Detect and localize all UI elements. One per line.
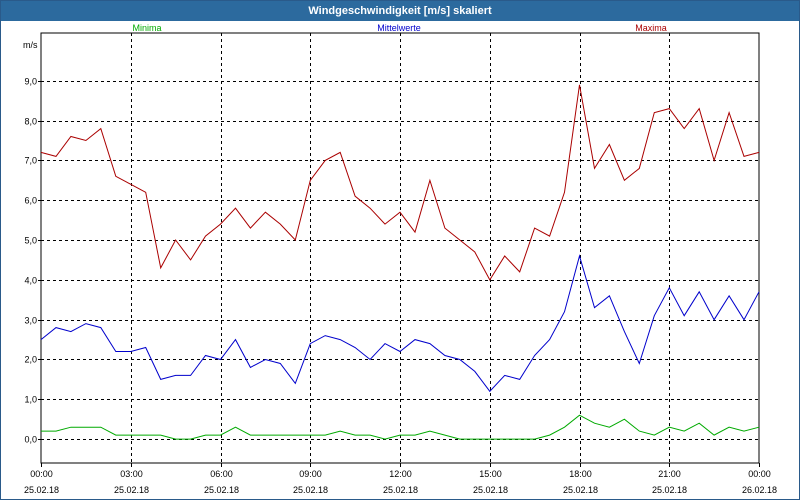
series-line-minima xyxy=(41,414,760,440)
x-tick-time-label: 18:00 xyxy=(569,469,592,479)
x-tick-date-label: 25.02.18 xyxy=(114,485,149,495)
y-tick-label: 7,0 xyxy=(24,156,37,166)
y-tick-label: 8,0 xyxy=(24,117,37,127)
x-tick-time-label: 00:00 xyxy=(748,469,771,479)
x-tick-date-label: 25.02.18 xyxy=(473,485,508,495)
x-tick-time-label: 06:00 xyxy=(210,469,233,479)
x-tick-time-label: 00:00 xyxy=(30,469,53,479)
y-tick-label: 9,0 xyxy=(24,77,37,87)
x-tick-date-label: 25.02.18 xyxy=(204,485,239,495)
x-tick-date-label: 25.02.18 xyxy=(24,485,59,495)
y-tick-label: 1,0 xyxy=(24,395,37,405)
x-tick-time-label: 03:00 xyxy=(120,469,143,479)
legend-entry-maxima: Maxima xyxy=(635,23,667,33)
x-tick-time-label: 12:00 xyxy=(389,469,412,479)
x-tick-date-label: 25.02.18 xyxy=(293,485,328,495)
y-tick-label: 3,0 xyxy=(24,316,37,326)
x-tick-time-label: 09:00 xyxy=(299,469,322,479)
x-tick-time-label: 21:00 xyxy=(658,469,681,479)
plot-area xyxy=(40,32,760,464)
y-tick-label: 2,0 xyxy=(24,355,37,365)
y-tick-label: 6,0 xyxy=(24,196,37,206)
x-tick-date-label: 25.02.18 xyxy=(563,485,598,495)
legend-entry-mittelwerte: Mittelwerte xyxy=(377,23,421,33)
y-axis-label: m/s xyxy=(23,40,38,50)
series-line-mittelwerte xyxy=(40,254,760,393)
y-tick-label: 5,0 xyxy=(24,236,37,246)
legend-entry-minima: Minima xyxy=(132,23,161,33)
x-tick-date-label: 26.02.18 xyxy=(742,485,777,495)
x-tick-date-label: 25.02.18 xyxy=(383,485,418,495)
series-line-maxima xyxy=(40,84,760,281)
window-title: Windgeschwindigkeit [m/s] skaliert xyxy=(1,1,799,21)
y-tick-label: 0,0 xyxy=(24,435,37,445)
x-tick-time-label: 15:00 xyxy=(479,469,502,479)
x-tick-date-label: 25.02.18 xyxy=(652,485,687,495)
y-tick-label: 4,0 xyxy=(24,276,37,286)
